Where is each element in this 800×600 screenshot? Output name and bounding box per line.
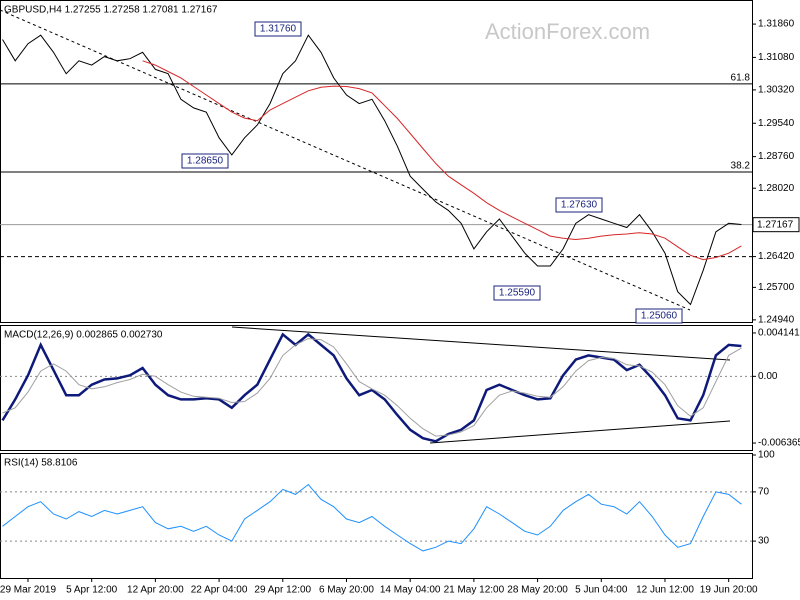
last-price-label: 1.27167 (757, 219, 794, 230)
last-price-box (752, 217, 800, 233)
y-tick-label: 1.31080 (758, 52, 795, 63)
x-tick-label: 28 May 20:00 (507, 585, 568, 596)
y-tick-label: 1.30320 (758, 85, 795, 96)
y-tick-label: 1.31860 (758, 19, 795, 30)
y-tick-label: 100 (758, 450, 775, 461)
x-tick-label: 6 May 20:00 (319, 585, 374, 596)
annotation: 1.25060 (635, 308, 683, 324)
fib-level-label: 38.2 (731, 161, 751, 172)
annotation-label: 1.25590 (499, 288, 536, 299)
annotation-label: 1.31760 (260, 24, 297, 35)
x-tick-label: 12 Apr 20:00 (127, 585, 184, 596)
y-tick-label: 1.28760 (758, 151, 795, 162)
annotation: 1.27630 (555, 197, 603, 213)
y-tick-label: 70 (758, 487, 770, 498)
macd-title: MACD(12,26,9) 0.002865 0.002730 (4, 330, 163, 341)
annotation: 1.25590 (493, 285, 541, 301)
y-tick-label: 1.25700 (758, 282, 795, 293)
series-line (2, 34, 742, 306)
annotation-label: 1.25060 (641, 311, 678, 322)
y-tick-label: 1.29540 (758, 118, 795, 129)
watermark: ActionForex.com (485, 19, 650, 44)
annotation-label: 1.27630 (561, 200, 598, 211)
x-tick-label: 29 Mar 2019 (0, 585, 56, 596)
fib-level-label: 61.8 (731, 73, 751, 84)
series-line (142, 60, 742, 261)
macd-panel (0, 325, 753, 451)
y-tick-label: 1.24940 (758, 315, 795, 326)
y-tick-label: 0.004141 (758, 328, 800, 339)
x-tick-label: 5 Apr 12:00 (66, 585, 118, 596)
series-line (2, 338, 742, 437)
x-tick-label: 12 Jun 12:00 (636, 585, 694, 596)
annotation: 1.31760 (254, 21, 302, 37)
price-title: GBPUSD,H4 1.27255 1.27258 1.27081 1.2716… (4, 5, 218, 16)
macd-trend-line (231, 326, 731, 361)
x-tick-label: 22 Apr 04:00 (191, 585, 248, 596)
trend-line (0, 9, 691, 311)
x-tick-label: 21 May 12:00 (444, 585, 505, 596)
price-panel (0, 0, 753, 323)
y-tick-label: 0.00 (758, 371, 778, 382)
annotation-label: 1.28650 (187, 156, 224, 167)
x-tick-label: 19 Jun 20:00 (700, 585, 758, 596)
y-tick-label: 1.26420 (758, 251, 795, 262)
x-tick-label: 29 Apr 12:00 (254, 585, 311, 596)
y-tick-label: 30 (758, 536, 770, 547)
x-tick-label: 5 Jun 04:00 (575, 585, 628, 596)
series-line (2, 483, 742, 552)
y-tick-label: 1.28020 (758, 183, 795, 194)
annotation: 1.28650 (181, 153, 229, 169)
macd-trend-line (429, 420, 731, 444)
rsi-panel (0, 453, 753, 579)
x-tick-label: 14 May 04:00 (380, 585, 441, 596)
series-line (1, 332, 742, 443)
rsi-title: RSI(14) 58.8106 (4, 458, 78, 469)
y-tick-label: -0.006365 (758, 438, 800, 449)
